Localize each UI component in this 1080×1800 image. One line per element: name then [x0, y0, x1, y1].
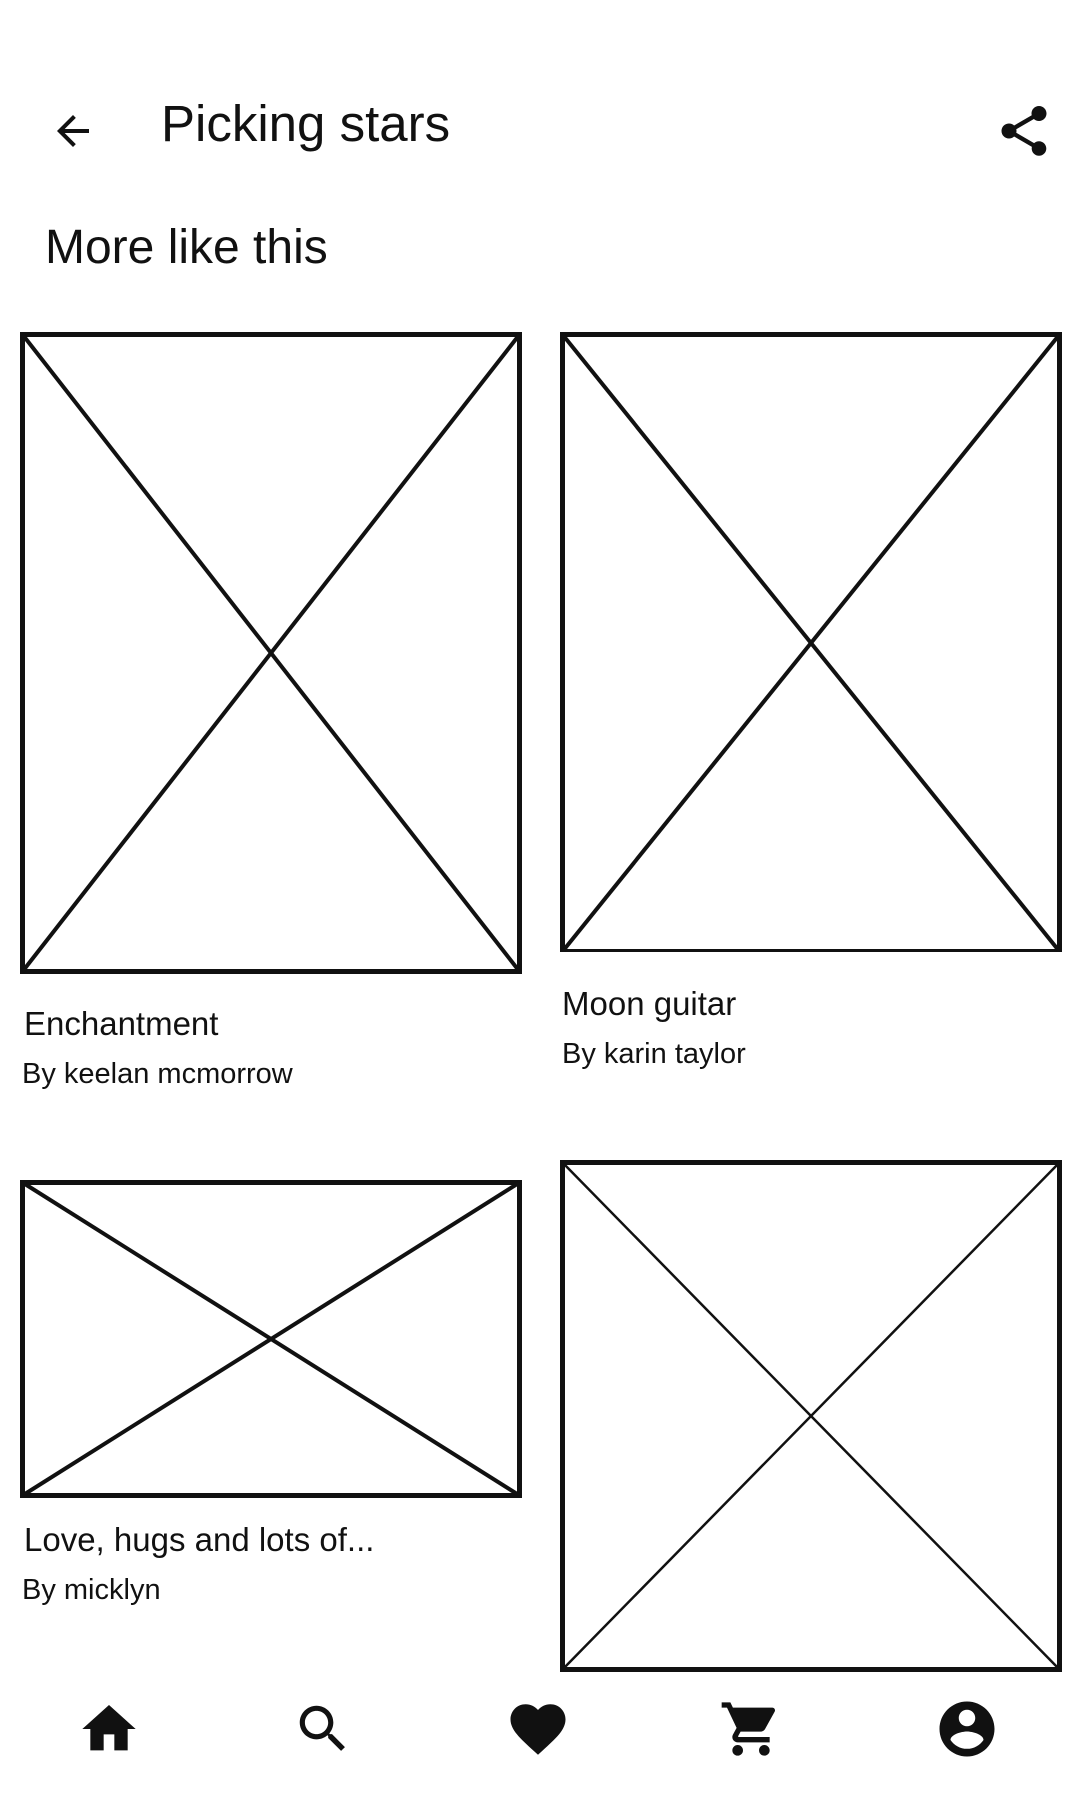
nav-search-button[interactable] — [280, 1686, 366, 1772]
card-moon-guitar[interactable]: Moon guitar By karin taylor — [560, 332, 1062, 1082]
image-placeholder — [560, 332, 1062, 952]
search-icon — [299, 1705, 345, 1751]
card-author: By karin taylor — [562, 1038, 746, 1070]
page-title: Picking stars — [161, 95, 451, 152]
card-untitled[interactable] — [560, 1160, 1062, 1672]
account-icon — [939, 1701, 995, 1757]
card-title: Moon guitar — [562, 985, 737, 1022]
arrow-back-icon — [57, 115, 89, 147]
share-icon — [1001, 106, 1047, 156]
nav-home-button[interactable] — [66, 1686, 152, 1772]
nav-cart-button[interactable] — [708, 1686, 794, 1772]
home-icon — [82, 1705, 136, 1751]
share-button[interactable] — [988, 95, 1060, 167]
card-author: By micklyn — [22, 1574, 161, 1606]
card-enchantment[interactable]: Enchantment By keelan mcmorrow — [20, 332, 522, 1102]
section-title: More like this — [45, 221, 328, 274]
image-placeholder — [20, 332, 522, 974]
nav-favorites-button[interactable] — [495, 1686, 581, 1772]
card-love-hugs[interactable]: Love, hugs and lots of... By micklyn — [20, 1180, 522, 1620]
image-placeholder — [20, 1180, 522, 1498]
card-title: Enchantment — [24, 1005, 219, 1042]
back-button[interactable] — [40, 98, 106, 164]
nav-account-button[interactable] — [924, 1686, 1010, 1772]
card-author: By keelan mcmorrow — [22, 1058, 293, 1090]
heart-icon — [510, 1704, 566, 1755]
bottom-nav — [0, 1686, 1080, 1772]
cart-icon — [721, 1702, 776, 1756]
image-placeholder — [560, 1160, 1062, 1672]
card-title: Love, hugs and lots of... — [24, 1521, 375, 1558]
